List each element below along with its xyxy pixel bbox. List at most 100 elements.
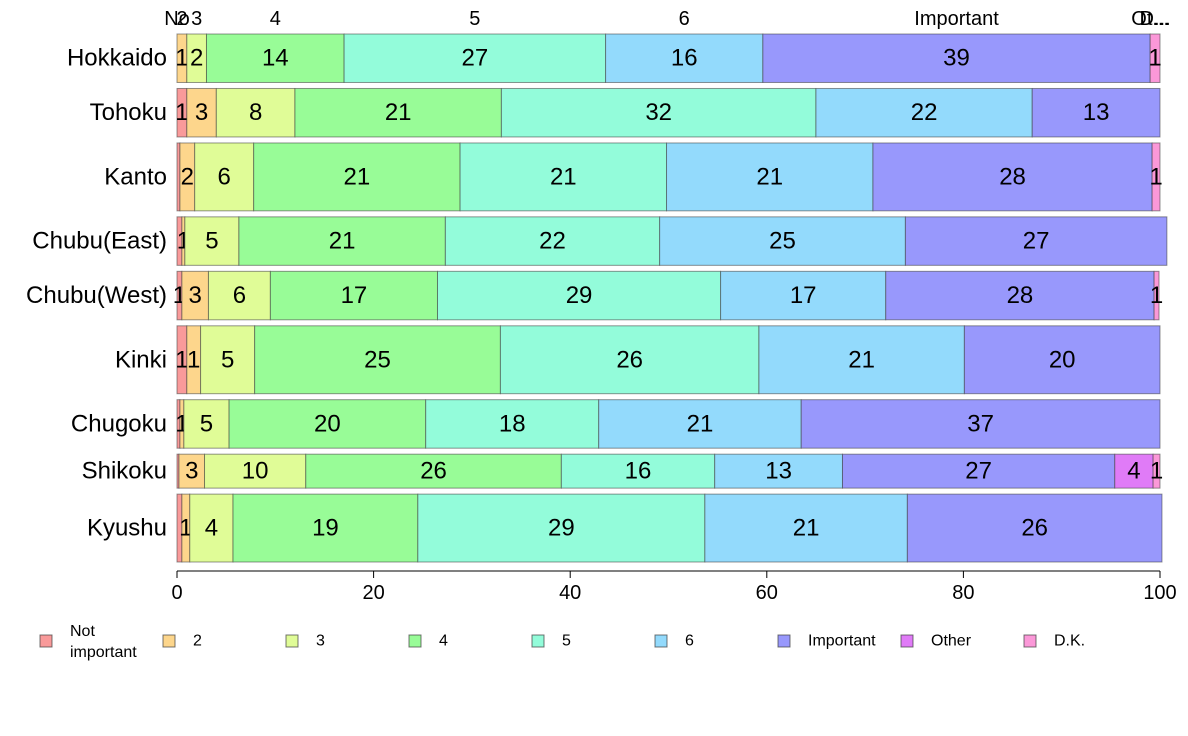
x-axis: 0 20 40 60 80 100 [171, 570, 1177, 604]
bar-segment-hokkaido-9 [1149, 33, 1161, 83]
segment-value-label: 4 [1127, 458, 1140, 485]
category-label: Kyushu [87, 515, 167, 542]
bar-segment-kyushu-6 [704, 493, 908, 563]
category-label: Tohoku [90, 99, 167, 126]
segment-value-label: 16 [671, 45, 698, 72]
bar-segment-kinki-4 [254, 325, 501, 395]
segment-value-label: 28 [999, 163, 1026, 190]
segment-value-label: 1 [175, 346, 188, 373]
segment-value-label: 3 [185, 458, 198, 485]
bar-segment-kyushu-7 [906, 493, 1163, 563]
segment-value-label: 14 [262, 45, 289, 72]
bar-segment-chugoku-4 [228, 399, 427, 449]
bars-layer: 1 2 14 27 16 39 11 3 8 21 32 22 132 6 21 21 21 28 11 5 21 22 2… [173, 33, 1168, 563]
segment-value-label: 1 [175, 45, 188, 72]
x-tick-label: 60 [756, 582, 778, 604]
bar-segment-tohoku-2 [186, 87, 217, 138]
segment-value-label: 17 [341, 282, 368, 309]
segment-value-label: 1 [175, 99, 188, 126]
bar-segment-hokkaido-4 [205, 33, 345, 83]
bar-segment-tohoku-7 [1031, 87, 1161, 138]
segment-value-label: 2 [190, 45, 203, 72]
top-series-label: 6 [679, 8, 690, 30]
segment-value-label: 27 [461, 45, 488, 72]
bar-segment-chubu-east--5 [444, 216, 661, 266]
bar-segment-chubu-east--6 [659, 216, 906, 266]
segment-value-label: 4 [205, 515, 218, 542]
top-series-label: 5 [469, 8, 480, 30]
bar-segment-kanto-9 [1151, 142, 1161, 212]
bar-segment-tohoku-5 [500, 87, 817, 138]
segment-value-label: 13 [765, 458, 792, 485]
bar-segment-kanto-5 [459, 142, 668, 212]
bar-segment-kinki-3 [200, 325, 256, 395]
segment-value-label: 3 [189, 282, 202, 309]
bar-segment-chugoku-5 [425, 399, 600, 449]
x-tick-label: 100 [1143, 582, 1176, 604]
bar-segment-shikoku-2 [178, 453, 206, 489]
top-series-label: 2 [176, 8, 187, 30]
legend-label: D.K. [1054, 633, 1085, 650]
bar-segment-chubu-west--6 [720, 270, 887, 321]
bar-segment-shikoku-3 [204, 453, 307, 489]
category-label: Hokkaido [67, 45, 167, 72]
category-label: Shikoku [82, 458, 167, 485]
segment-value-label: 5 [205, 228, 218, 255]
segment-value-label: 21 [329, 228, 356, 255]
legend-swatch [162, 634, 176, 648]
segment-value-label: 26 [420, 458, 447, 485]
bar-segment-hokkaido-6 [605, 33, 764, 83]
bar-segment-kanto-6 [666, 142, 874, 212]
legend: Not important 2 3 4 5 6 Important Other D.K. [39, 623, 1085, 661]
segment-value-label: 22 [539, 228, 566, 255]
top-series-label: Important [914, 8, 999, 30]
segment-value-label: 10 [242, 458, 269, 485]
legend-swatch [39, 634, 53, 648]
top-series-label: Ot... [1131, 8, 1169, 30]
legend-label: 2 [193, 633, 202, 650]
top-labels-layer: No2 3 4 5 6 Important Ot...D... [164, 8, 1170, 30]
segment-value-label: 26 [1021, 515, 1048, 542]
segment-value-label: 39 [943, 45, 970, 72]
bar-segment-kanto-4 [253, 142, 461, 212]
segment-value-label: 17 [790, 282, 817, 309]
segment-value-label: 27 [1023, 228, 1050, 255]
segment-value-label: 27 [965, 458, 992, 485]
segment-value-label: 21 [344, 163, 371, 190]
segment-value-label: 22 [911, 99, 938, 126]
bar-segment-shikoku-7 [841, 453, 1116, 489]
legend-label: Not important [70, 623, 137, 661]
segment-value-label: 21 [385, 99, 412, 126]
segment-value-label: 21 [550, 163, 577, 190]
legend-swatch [408, 634, 422, 648]
bar-segment-chubu-west--3 [207, 270, 271, 321]
segment-value-label: 1 [1150, 458, 1163, 485]
legend-label: Other [931, 633, 972, 650]
legend-swatch [654, 634, 668, 648]
bar-segment-shikoku-4 [305, 453, 562, 489]
bar-segment-hokkaido-5 [343, 33, 607, 83]
segment-value-label: 20 [1049, 346, 1076, 373]
legend-swatch [777, 634, 791, 648]
category-label: Kanto [104, 163, 167, 190]
bar-segment-chubu-west--4 [269, 270, 438, 321]
segment-value-label: 1 [1148, 45, 1161, 72]
category-label: Chugoku [71, 410, 167, 437]
category-labels-layer: Hokkaido Tohoku Kanto Chubu(East) Chubu(West… [26, 45, 167, 542]
legend-label: 3 [316, 633, 325, 650]
category-label: Chubu(East) [32, 228, 167, 255]
segment-value-label: 1 [179, 515, 192, 542]
x-tick-label: 0 [171, 582, 182, 604]
segment-value-label: 18 [499, 410, 526, 437]
segment-value-label: 6 [218, 163, 231, 190]
legend-swatch [285, 634, 299, 648]
segment-value-label: 21 [793, 515, 820, 542]
segment-value-label: 8 [249, 99, 262, 126]
segment-value-label: 1 [187, 346, 200, 373]
category-label: Kinki [115, 346, 167, 373]
legend-swatch [900, 634, 914, 648]
x-tick-label: 80 [952, 582, 974, 604]
top-series-label: D... [1140, 8, 1171, 30]
segment-value-label: 21 [848, 346, 875, 373]
